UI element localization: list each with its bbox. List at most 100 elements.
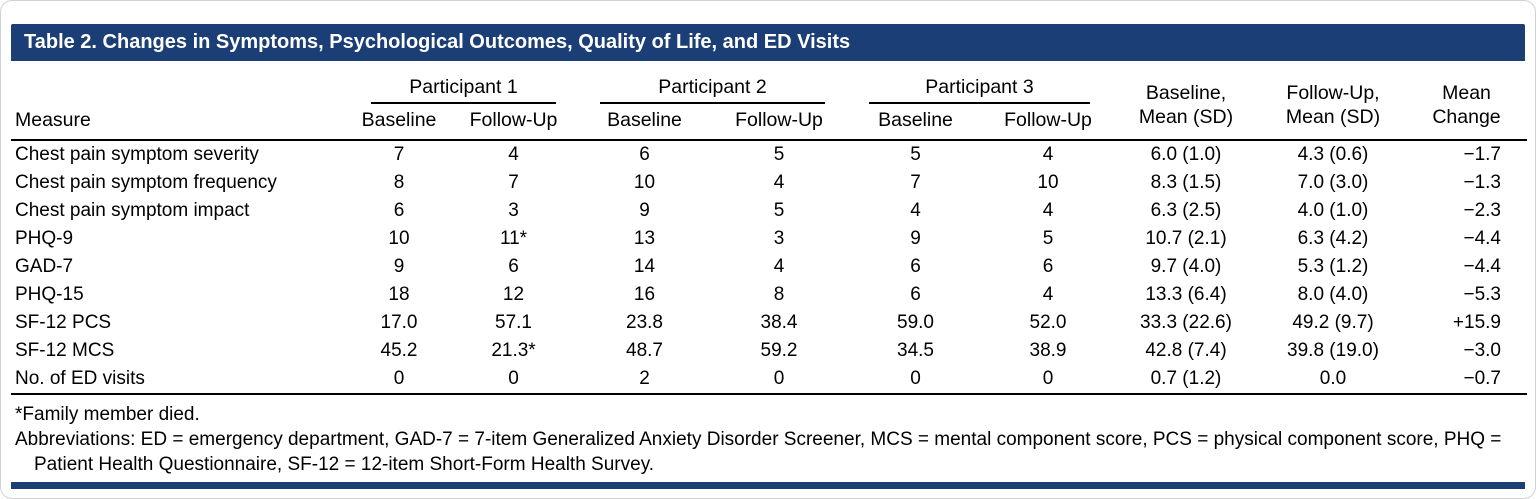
group-header-participant-1: Participant 1 xyxy=(349,76,578,104)
value-cell: 4.0 (1.0) xyxy=(1297,200,1369,221)
value-cell: 45.2 xyxy=(380,340,418,361)
table-title-bar: Table 2. Changes in Symptoms, Psychologi… xyxy=(11,24,1525,61)
value-cell: 6 xyxy=(910,284,921,305)
value-cell: 59.2 xyxy=(760,340,798,361)
value-cell: 8.3 (1.5) xyxy=(1150,172,1222,193)
value-cell: 5 xyxy=(1042,228,1054,249)
value-cell: 10 xyxy=(633,172,656,193)
value-cell: 17.0 xyxy=(380,312,418,333)
measure-cell: Chest pain symptom impact xyxy=(15,200,250,221)
value-cell: 6 xyxy=(1042,256,1054,277)
value-cell: 9.7 (4.0) xyxy=(1150,256,1222,277)
measure-cell: SF-12 MCS xyxy=(15,340,115,361)
group-header-row: Measure Participant 1 Participant 2 Part… xyxy=(11,76,1527,141)
value-cell: 7 xyxy=(910,172,921,193)
col-header-p1-followup: Follow-Up xyxy=(449,104,578,141)
table-row: SF-12 MCS 45.2 21.3* 48.7 59.2 34.5 38.9 42.8 (… xyxy=(11,337,1527,365)
group-header-participant-1-label: Participant 1 xyxy=(371,76,556,104)
value-cell: 0.0 xyxy=(1260,365,1406,395)
value-cell: 12 xyxy=(502,284,525,305)
value-cell: 0 xyxy=(847,365,984,395)
value-cell: 6 xyxy=(639,144,650,165)
bottom-rule xyxy=(11,482,1525,489)
value-cell: 7.0 (3.0) xyxy=(1297,172,1369,193)
table-body: Chest pain symptom severity 7 4 6 5 5 4 6.0 (1.… xyxy=(11,140,1527,395)
table-row: Chest pain symptom frequency 8 7 10 4 7 10 8.3 … xyxy=(11,169,1527,197)
col-header-p2-followup: Follow-Up xyxy=(711,104,847,141)
mean-change-cell: −4.4 xyxy=(1463,256,1501,277)
value-cell: 14 xyxy=(633,256,656,277)
value-cell: 5 xyxy=(773,144,785,165)
value-cell: 10.7 (2.1) xyxy=(1145,228,1227,249)
value-cell: 5.3 (1.2) xyxy=(1297,256,1369,277)
value-cell: 38.9 xyxy=(1029,340,1067,361)
value-cell: 6.0 (1.0) xyxy=(1150,144,1222,165)
mean-change-cell: −2.3 xyxy=(1463,200,1501,221)
value-cell: 13 xyxy=(633,228,656,249)
value-cell: 0 xyxy=(711,365,847,395)
col-header-p3-followup: Follow-Up xyxy=(984,104,1112,141)
value-cell: 6 xyxy=(508,256,519,277)
value-cell: 4 xyxy=(1042,284,1054,305)
col-header-mean-change: Mean Change xyxy=(1406,76,1527,141)
group-header-participant-3: Participant 3 xyxy=(847,76,1112,104)
value-cell: 57.1 xyxy=(495,312,532,333)
value-cell: 10 xyxy=(388,228,410,249)
measure-cell: SF-12 PCS xyxy=(15,312,112,333)
value-cell: 4 xyxy=(773,256,785,277)
table-row: PHQ-9 10 11* 13 3 9 5 10.7 (2.1) 6.3 (4.2) −4.4 xyxy=(11,225,1527,253)
col-header-baseline-mean-sd: Baseline, Mean (SD) xyxy=(1112,76,1260,141)
value-cell: 8.0 (4.0) xyxy=(1297,284,1369,305)
header-line-2: Mean (SD) xyxy=(1138,106,1234,128)
value-cell: 4 xyxy=(773,172,785,193)
group-header-participant-2: Participant 2 xyxy=(578,76,847,104)
col-header-measure: Measure xyxy=(11,76,349,141)
value-cell: 3 xyxy=(508,200,519,221)
mean-change-cell: −0.7 xyxy=(1406,365,1527,395)
header-line-1: Mean xyxy=(1442,81,1491,104)
value-cell: 21.3* xyxy=(491,340,536,361)
header-line-2: Change xyxy=(1432,106,1501,128)
value-cell: 34.5 xyxy=(897,340,934,361)
value-cell: 9 xyxy=(910,228,921,249)
footnote-abbreviations: Abbreviations: ED = emergency department… xyxy=(15,429,1502,475)
value-cell: 9 xyxy=(393,256,405,277)
table-footnotes: *Family member died. Abbreviations: ED =… xyxy=(15,402,1525,477)
mean-change-cell: −5.3 xyxy=(1463,284,1501,305)
group-header-participant-3-label: Participant 3 xyxy=(869,76,1090,104)
mean-change-cell: +15.9 xyxy=(1452,312,1501,333)
group-header-participant-2-label: Participant 2 xyxy=(600,76,825,104)
value-cell: 0 xyxy=(449,365,578,395)
value-cell: 3 xyxy=(773,228,785,249)
value-cell: 6 xyxy=(393,200,405,221)
data-table: Measure Participant 1 Participant 2 Part… xyxy=(11,76,1527,395)
measure-cell: Chest pain symptom frequency xyxy=(15,172,277,193)
col-header-followup-mean-sd: Follow-Up, Mean (SD) xyxy=(1260,76,1406,141)
col-header-p1-baseline: Baseline xyxy=(349,104,449,141)
value-cell: 8 xyxy=(393,172,405,193)
measure-cell: Chest pain symptom severity xyxy=(15,144,259,165)
value-cell: 52.0 xyxy=(1029,312,1067,333)
value-cell: 9 xyxy=(639,200,650,221)
table-row: Chest pain symptom severity 7 4 6 5 5 4 6.0 (1.… xyxy=(11,140,1527,169)
col-header-p2-baseline: Baseline xyxy=(578,104,711,141)
value-cell: 13.3 (6.4) xyxy=(1145,284,1227,305)
header-line-1: Follow-Up, xyxy=(1286,81,1380,104)
footnote-asterisk: *Family member died. xyxy=(15,404,200,425)
measure-cell: PHQ-15 xyxy=(15,284,84,305)
col-header-p3-baseline: Baseline xyxy=(847,104,984,141)
value-cell: 4.3 (0.6) xyxy=(1297,144,1369,165)
table-row: Chest pain symptom impact 6 3 9 5 4 4 6.3 (2.5)… xyxy=(11,197,1527,225)
value-cell: 23.8 xyxy=(626,312,663,333)
value-cell: 59.0 xyxy=(897,312,934,333)
value-cell: 4 xyxy=(1042,144,1054,165)
value-cell: 6.3 (4.2) xyxy=(1297,228,1369,249)
value-cell: 0 xyxy=(984,365,1112,395)
value-cell: 7 xyxy=(508,172,519,193)
mean-change-cell: −4.4 xyxy=(1463,228,1501,249)
value-cell: 4 xyxy=(508,144,519,165)
measure-cell: PHQ-9 xyxy=(15,228,74,249)
value-cell: 8 xyxy=(773,284,785,305)
table-row: GAD-7 9 6 14 4 6 6 9.7 (4.0) 5.3 (1.2) −4.4 xyxy=(11,253,1527,281)
